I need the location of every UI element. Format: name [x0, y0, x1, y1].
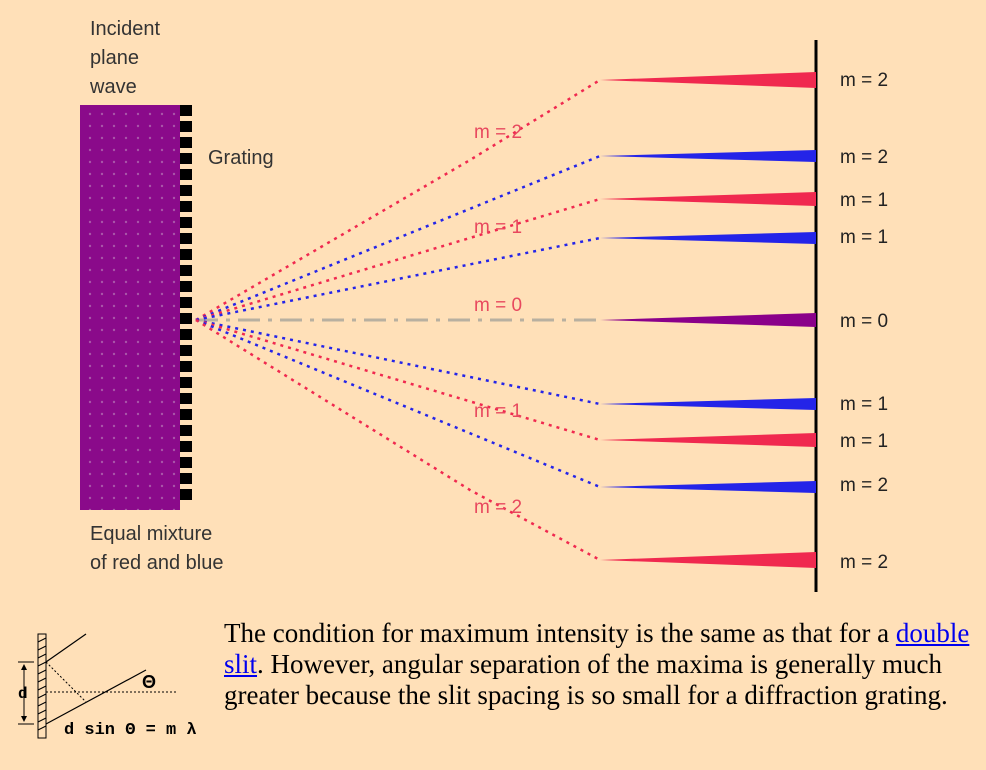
beam-red-2-bottom	[600, 552, 816, 568]
double-slit-link[interactable]: double slit	[224, 618, 970, 679]
description: The condition for maximum intensity is t…	[224, 618, 984, 711]
formula-equation: d sin Θ = m λ	[64, 721, 197, 740]
mini-d-label: d	[18, 685, 28, 703]
grating-slit	[180, 489, 192, 500]
grating-slit	[180, 473, 192, 484]
beam-red-1-bottom	[600, 433, 816, 447]
ray-red-down-1	[195, 318, 601, 442]
description-text-2: . However, angular separation of the max…	[224, 649, 948, 710]
order-label-upper-2: m = 2	[474, 122, 522, 143]
grating-slit	[180, 313, 192, 324]
grating-slit	[180, 377, 192, 388]
screen-label: m = 2	[840, 147, 888, 168]
rays	[195, 78, 601, 562]
ray-red-down-2	[195, 318, 601, 562]
grating-slit	[180, 409, 192, 420]
ray-blue-up-2	[195, 154, 601, 322]
formula-diagram: d Θ d sin Θ = m λ	[18, 633, 197, 740]
mini-theta-label: Θ	[142, 672, 156, 692]
order-label-center-0: m = 0	[474, 295, 522, 316]
screen-label: m = 1	[840, 190, 888, 211]
grating-slit	[180, 217, 192, 228]
beams	[600, 72, 816, 568]
beam-blue-1-bottom	[600, 398, 816, 410]
ray-red-up-1	[195, 197, 601, 322]
grating-slit	[180, 281, 192, 292]
screen-label: m = 1	[840, 394, 888, 415]
ray-blue-up-1	[195, 236, 601, 322]
screen-label: m = 0	[840, 311, 888, 332]
screen-label: m = 1	[840, 227, 888, 248]
grating-slit	[180, 121, 192, 132]
grating-slit	[180, 153, 192, 164]
order-label-lower-2: m = 2	[474, 497, 522, 518]
grating	[180, 105, 192, 510]
ray-blue-down-1	[195, 318, 601, 406]
grating-slit	[180, 345, 192, 356]
beam-red-1-top	[600, 192, 816, 206]
description-text-1: The condition for maximum intensity is t…	[224, 618, 896, 648]
mixture-label-line-2: of red and blue	[90, 552, 223, 574]
grating-slit	[180, 425, 192, 436]
ray-red-up-2	[195, 78, 601, 322]
grating-slit	[180, 185, 192, 196]
screen-label: m = 2	[840, 70, 888, 91]
grating-slit	[180, 361, 192, 372]
grating-slit	[180, 329, 192, 340]
grating-slit	[180, 137, 192, 148]
incident-label-line-3: wave	[89, 76, 137, 98]
screen-label: m = 2	[840, 475, 888, 496]
screen-label: m = 2	[840, 552, 888, 573]
ray-blue-down-2	[195, 318, 601, 489]
grating-slit	[180, 265, 192, 276]
grating-slit	[180, 297, 192, 308]
grating-slit	[180, 393, 192, 404]
beam-red-2-top	[600, 72, 816, 88]
incident-label-line-2: plane	[90, 47, 139, 69]
grating-slit	[180, 457, 192, 468]
mixture-label-line-1: Equal mixture	[90, 523, 212, 545]
grating-label: Grating	[208, 147, 274, 169]
incident-label-line-1: Incident	[90, 18, 160, 40]
grating-slit	[180, 169, 192, 180]
order-label-upper-1: m = 1	[474, 217, 522, 238]
grating-slit	[180, 201, 192, 212]
beam-blue-2-bottom	[600, 481, 816, 493]
diffraction-diagram: Incident plane wave Grating Equal mixtur…	[80, 18, 888, 592]
beam-blue-1-top	[600, 232, 816, 244]
beam-purple-0	[600, 313, 816, 327]
grating-slit	[180, 249, 192, 260]
order-label-lower-1: m = 1	[474, 401, 522, 422]
grating-slit	[180, 441, 192, 452]
incident-wave-block	[80, 105, 180, 510]
grating-slit	[180, 233, 192, 244]
beam-blue-2-top	[600, 150, 816, 162]
grating-slit	[180, 105, 192, 116]
screen-label: m = 1	[840, 431, 888, 452]
